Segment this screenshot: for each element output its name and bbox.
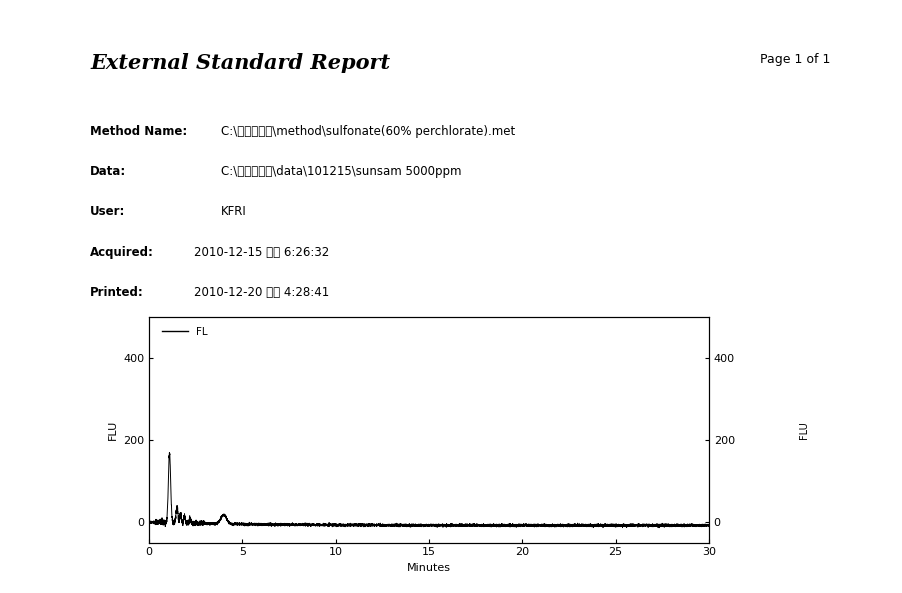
- Text: Printed:: Printed:: [90, 286, 144, 299]
- Text: 2010-12-20 오후 4:28:41: 2010-12-20 오후 4:28:41: [194, 286, 329, 299]
- Text: Acquired:: Acquired:: [90, 246, 154, 259]
- Text: C:\계면활성제\data\101215\sunsam 5000ppm: C:\계면활성제\data\101215\sunsam 5000ppm: [221, 165, 461, 178]
- Text: C:\계면활성제\method\sulfonate(60% perchlorate).met: C:\계면활성제\method\sulfonate(60% perchlorat…: [221, 125, 515, 138]
- Y-axis label: FLU: FLU: [107, 420, 117, 440]
- X-axis label: Minutes: Minutes: [407, 563, 450, 573]
- Text: KFRI: KFRI: [221, 205, 247, 218]
- Text: User:: User:: [90, 205, 125, 218]
- Text: External Standard Report: External Standard Report: [90, 53, 390, 74]
- Text: Data:: Data:: [90, 165, 126, 178]
- Text: Page 1 of 1: Page 1 of 1: [759, 53, 830, 66]
- Legend: FL: FL: [160, 325, 210, 339]
- Text: 2010-12-15 오후 6:26:32: 2010-12-15 오후 6:26:32: [194, 246, 329, 259]
- Text: FLU: FLU: [797, 421, 808, 439]
- Text: Method Name:: Method Name:: [90, 125, 188, 138]
